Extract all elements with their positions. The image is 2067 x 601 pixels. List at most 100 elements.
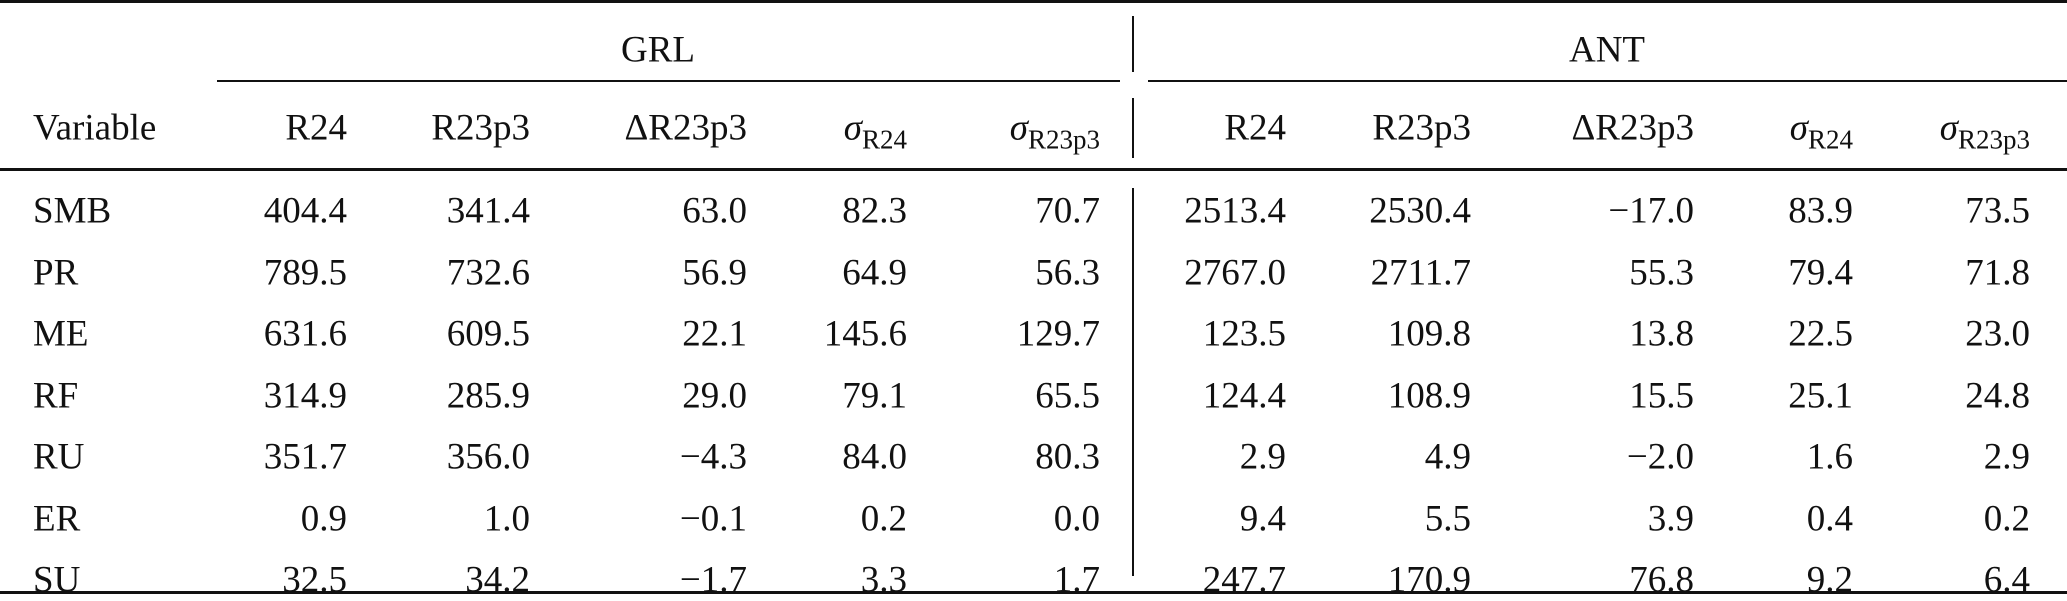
- row-variable: RF: [33, 375, 79, 416]
- sigma-subscript: R24: [1807, 124, 1853, 155]
- table-cell-grl: 609.5: [446, 313, 530, 355]
- table-cell-ant: 2.9: [1239, 436, 1286, 478]
- table-cell-ant: 2530.4: [1369, 190, 1471, 232]
- table-cell-ant: 9.4: [1239, 498, 1286, 539]
- table-cell-ant: 108.9: [1387, 375, 1471, 416]
- table-cell-ant: 123.5: [1202, 313, 1286, 355]
- table-cell-grl: 56.3: [1035, 252, 1100, 293]
- grl-group-rule: [217, 80, 1120, 82]
- row-variable: RU: [33, 436, 85, 478]
- table-cell-ant: 24.8: [1965, 375, 2030, 416]
- table-cell-ant: 4.9: [1424, 436, 1471, 478]
- bottom-rule: [0, 591, 2067, 594]
- group-heading-ant: ANT: [1568, 29, 1646, 71]
- table-cell-ant: 2513.4: [1184, 190, 1286, 232]
- sigma-symbol: σ: [843, 107, 862, 149]
- table-cell-grl: 65.5: [1035, 375, 1100, 416]
- table-cell-grl: −0.1: [679, 498, 747, 539]
- sigma-symbol: σ: [1789, 107, 1808, 149]
- header-rule: [0, 168, 2067, 171]
- row-variable: PR: [33, 252, 79, 293]
- sigma-subscript: R23p3: [1027, 124, 1100, 155]
- table-cell-ant: 170.9: [1387, 559, 1471, 601]
- sigma-subscript: R23p3: [1957, 124, 2030, 155]
- table-cell-grl: 631.6: [263, 313, 347, 355]
- group-divider: [1132, 188, 1134, 576]
- table-cell-ant: 55.3: [1629, 252, 1694, 293]
- table-cell-grl: 82.3: [842, 190, 907, 232]
- table-cell-ant: 2.9: [1983, 436, 2030, 478]
- column-header: σR24: [843, 107, 907, 154]
- table-cell-ant: 76.8: [1629, 559, 1694, 601]
- column-header: σR23p3: [1939, 107, 2030, 154]
- table-cell-ant: 23.0: [1965, 313, 2030, 355]
- table-cell-ant: 79.4: [1788, 252, 1853, 293]
- column-header: R23p3: [1372, 107, 1471, 149]
- table-cell-ant: 2711.7: [1370, 252, 1471, 293]
- table-cell-ant: 2767.0: [1184, 252, 1286, 293]
- row-variable: ME: [33, 313, 89, 355]
- sigma-symbol: σ: [1009, 107, 1028, 149]
- table-cell-ant: 124.4: [1202, 375, 1286, 416]
- table-cell-grl: −4.3: [679, 436, 747, 478]
- table-cell-ant: −2.0: [1626, 436, 1694, 478]
- column-header: R23p3: [431, 107, 530, 149]
- column-header-variable: Variable: [33, 107, 157, 149]
- table-cell-grl: 356.0: [446, 436, 530, 478]
- table-cell-grl: 1.7: [1053, 559, 1100, 601]
- top-rule: [0, 0, 2067, 3]
- table-cell-grl: 314.9: [263, 375, 347, 416]
- table-cell-grl: −1.7: [679, 559, 747, 601]
- table-cell-ant: 73.5: [1965, 190, 2030, 232]
- row-variable: SMB: [33, 190, 112, 232]
- table-cell-ant: 0.2: [1983, 498, 2030, 539]
- table-cell-ant: −17.0: [1608, 190, 1694, 232]
- table-cell-ant: 83.9: [1788, 190, 1853, 232]
- table-cell-grl: 70.7: [1035, 190, 1100, 232]
- table-cell-grl: 789.5: [263, 252, 347, 293]
- table-cell-grl: 63.0: [682, 190, 747, 232]
- table-cell-grl: 129.7: [1016, 313, 1100, 355]
- table-cell-ant: 6.4: [1983, 559, 2030, 601]
- group-divider: [1132, 98, 1134, 158]
- table-cell-grl: 64.9: [842, 252, 907, 293]
- column-header: ΔR23p3: [624, 107, 747, 149]
- table-cell-ant: 0.4: [1806, 498, 1853, 539]
- table-cell-grl: 29.0: [682, 375, 747, 416]
- table-cell-grl: 56.9: [682, 252, 747, 293]
- table-cell-grl: 732.6: [446, 252, 530, 293]
- table-cell-grl: 0.2: [860, 498, 907, 539]
- table-cell-ant: 3.9: [1647, 498, 1694, 539]
- table-cell-ant: 13.8: [1629, 313, 1694, 355]
- table-cell-grl: 80.3: [1035, 436, 1100, 478]
- table-cell-ant: 5.5: [1424, 498, 1471, 539]
- table-cell-grl: 22.1: [682, 313, 747, 355]
- table-cell-ant: 71.8: [1965, 252, 2030, 293]
- table-cell-grl: 0.0: [1053, 498, 1100, 539]
- table-cell-grl: 341.4: [446, 190, 530, 232]
- group-divider: [1132, 16, 1134, 72]
- table-cell-ant: 1.6: [1806, 436, 1853, 478]
- table-cell-grl: 84.0: [842, 436, 907, 478]
- table-cell-ant: 9.2: [1806, 559, 1853, 601]
- sigma-symbol: σ: [1939, 107, 1958, 149]
- column-header: R24: [1224, 107, 1286, 149]
- column-header: ΔR23p3: [1571, 107, 1694, 149]
- table-cell-grl: 351.7: [263, 436, 347, 478]
- table-cell-ant: 25.1: [1788, 375, 1853, 416]
- group-heading-grl: GRL: [621, 29, 695, 71]
- table-cell-grl: 404.4: [263, 190, 347, 232]
- table-cell-grl: 3.3: [860, 559, 907, 601]
- table-cell-grl: 32.5: [282, 559, 347, 601]
- column-header: σR24: [1789, 107, 1853, 154]
- table-cell-ant: 22.5: [1788, 313, 1853, 355]
- table-cell-grl: 79.1: [842, 375, 907, 416]
- table-cell-grl: 285.9: [446, 375, 530, 416]
- ant-group-rule: [1148, 80, 2067, 82]
- table-cell-ant: 109.8: [1387, 313, 1471, 355]
- table-cell-grl: 145.6: [823, 313, 907, 355]
- row-variable: ER: [33, 498, 81, 539]
- table-cell-grl: 34.2: [465, 559, 530, 601]
- table-cell-ant: 15.5: [1629, 375, 1694, 416]
- row-variable: SU: [33, 559, 81, 601]
